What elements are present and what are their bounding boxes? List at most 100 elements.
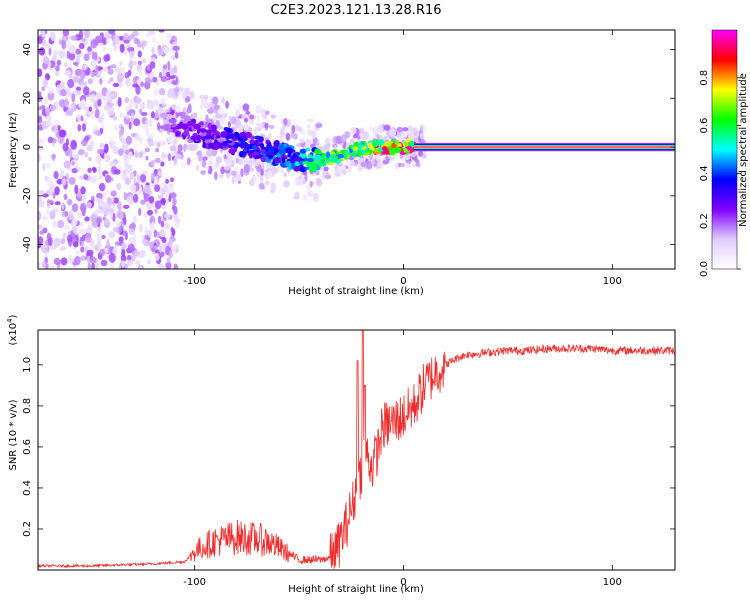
- scatter-blob: [293, 133, 298, 140]
- noise-blob: [74, 255, 81, 266]
- ridge-blob: [178, 121, 184, 129]
- noise-blob: [44, 107, 51, 116]
- noise-blob: [96, 208, 101, 214]
- noise-blob: [138, 207, 142, 217]
- noise-blob: [63, 224, 69, 231]
- noise-blob: [121, 260, 125, 268]
- noise-blob: [83, 30, 91, 39]
- noise-blob: [38, 106, 42, 111]
- ridge-blob: [165, 113, 174, 120]
- scatter-blob: [291, 124, 296, 134]
- noise-blob: [132, 215, 138, 224]
- noise-blob: [109, 261, 115, 269]
- scatter-blob: [383, 124, 391, 131]
- scatter-blob: [190, 114, 194, 121]
- noise-blob: [81, 99, 87, 108]
- ridge-blob: [237, 143, 243, 147]
- noise-blob: [45, 263, 49, 269]
- noise-blob: [68, 52, 76, 61]
- noise-blob: [54, 124, 58, 133]
- ridge-blob: [221, 142, 228, 147]
- noise-blob: [75, 48, 82, 55]
- noise-blob: [152, 36, 156, 43]
- scatter-blob: [316, 139, 320, 148]
- noise-blob: [98, 202, 104, 208]
- ridge-blob: [168, 118, 177, 124]
- ridge-blob: [239, 132, 244, 136]
- ridge-blob: [193, 123, 201, 130]
- scatter-blob: [231, 176, 235, 185]
- scatter-blob: [230, 116, 237, 124]
- noise-blob: [150, 172, 156, 181]
- ridge-blob: [290, 156, 294, 161]
- noise-blob: [172, 198, 177, 206]
- noise-blob: [140, 111, 148, 117]
- scatter-blob: [387, 153, 391, 159]
- ridge-blob: [316, 154, 322, 162]
- noise-blob: [38, 224, 43, 230]
- noise-blob: [58, 50, 66, 59]
- noise-blob: [77, 149, 85, 156]
- x-tick-label: 100: [603, 577, 622, 588]
- noise-blob: [141, 42, 145, 50]
- colorbar: 0.0 0.2 0.4 0.6 0.8 Normalized spectral ampl…: [699, 29, 749, 277]
- ridge-blob: [285, 146, 293, 154]
- noise-blob: [138, 265, 143, 269]
- scatter-blob: [235, 157, 239, 164]
- x-tick-label: 0: [400, 577, 406, 588]
- ridge-blob: [249, 139, 255, 145]
- scatter-blob: [305, 184, 310, 192]
- scatter-blob: [340, 134, 347, 143]
- scatter-blob: [378, 125, 383, 134]
- scatter-blob: [174, 142, 179, 148]
- noise-blob: [117, 201, 122, 211]
- noise-blob: [129, 49, 135, 60]
- noise-blob: [125, 114, 130, 120]
- scatter-blob: [256, 125, 263, 132]
- scatter-blob: [264, 110, 270, 115]
- snr-xlabel: Height of straight line (km): [288, 584, 424, 595]
- scatter-blob: [258, 182, 265, 190]
- scatter-blob: [267, 170, 273, 179]
- noise-blob: [38, 36, 43, 45]
- noise-blob: [144, 147, 151, 153]
- noise-blob: [78, 42, 85, 50]
- noise-blob: [80, 240, 85, 247]
- y-tick-label: 0: [22, 144, 33, 150]
- scatter-blob: [265, 163, 271, 169]
- scatter-blob: [199, 94, 206, 100]
- noise-blob: [101, 234, 106, 240]
- scatter-blob: [307, 189, 314, 197]
- noise-blob: [38, 210, 42, 221]
- ridge-blob: [198, 121, 203, 126]
- noise-blob: [160, 229, 165, 238]
- noise-blob: [89, 256, 98, 264]
- ridge-blob: [198, 128, 207, 133]
- noise-blob: [172, 45, 180, 51]
- noise-blob: [97, 165, 102, 176]
- noise-blob: [128, 151, 133, 159]
- noise-blob: [172, 244, 178, 253]
- noise-blob: [107, 68, 114, 75]
- noise-blob: [166, 257, 171, 264]
- scatter-blob: [243, 117, 249, 123]
- noise-blob: [151, 221, 155, 230]
- noise-blob: [143, 184, 151, 194]
- scatter-blob: [174, 153, 182, 160]
- noise-blob: [75, 86, 82, 91]
- scatter-blob: [177, 144, 183, 152]
- scatter-blob: [256, 114, 260, 123]
- noise-blob: [38, 137, 42, 144]
- noise-blob: [59, 82, 64, 90]
- scatter-blob: [215, 119, 221, 129]
- noise-blob: [170, 192, 177, 199]
- ridge-blob: [266, 147, 273, 153]
- scatter-blob: [178, 87, 184, 92]
- noise-blob: [119, 112, 124, 118]
- ridge-blob: [403, 147, 408, 153]
- ridge-blob: [277, 144, 285, 151]
- noise-blob: [53, 257, 61, 266]
- noise-blob: [134, 134, 141, 141]
- noise-blob: [74, 184, 79, 195]
- ridge-blob: [273, 156, 282, 164]
